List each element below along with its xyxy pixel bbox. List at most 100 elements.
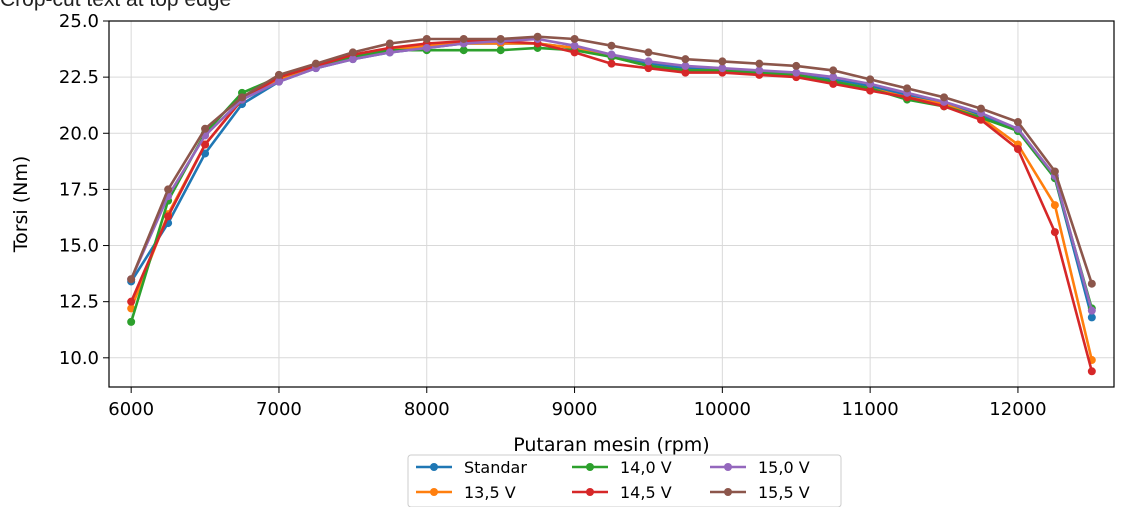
- data-point: [644, 57, 653, 66]
- data-point: [607, 59, 616, 68]
- data-point: [829, 66, 838, 75]
- data-point: [533, 32, 542, 41]
- data-point: [1087, 306, 1096, 315]
- y-tick-label: 22.5: [59, 67, 99, 88]
- data-point: [127, 275, 136, 284]
- y-tick-label: 10.0: [59, 348, 99, 369]
- plot-frame: [108, 20, 1115, 388]
- data-point: [311, 59, 320, 68]
- data-point: [201, 140, 210, 149]
- legend-item: 13,5 V: [416, 483, 516, 502]
- data-point: [718, 57, 727, 66]
- data-point: [570, 41, 579, 50]
- data-point: [1013, 118, 1022, 127]
- data-point: [866, 75, 875, 84]
- data-point: [1050, 201, 1059, 210]
- data-point: [570, 48, 579, 57]
- x-tick-label: 10000: [694, 399, 751, 420]
- data-point: [459, 34, 468, 43]
- cropped-caption-text: Crop-cut text at top edge: [0, 0, 231, 12]
- legend-marker: [724, 488, 732, 496]
- data-point: [1087, 367, 1096, 376]
- y-tick-label: 20.0: [59, 123, 99, 144]
- data-point: [570, 34, 579, 43]
- data-point: [829, 73, 838, 82]
- data-point: [422, 34, 431, 43]
- legend-label: 14,5 V: [620, 483, 672, 502]
- data-point: [940, 93, 949, 102]
- data-point: [792, 61, 801, 70]
- x-tick-label: 9000: [552, 399, 598, 420]
- grid-lines: [109, 20, 1114, 387]
- data-point: [755, 59, 764, 68]
- series-3: [127, 37, 1096, 376]
- data-point: [1087, 313, 1096, 322]
- x-axis-label: Putaran mesin (rpm): [513, 434, 709, 456]
- legend-item: 14,5 V: [572, 483, 672, 502]
- data-point: [755, 66, 764, 75]
- legend-label: 13,5 V: [464, 483, 516, 502]
- data-point: [1087, 279, 1096, 288]
- data-point: [718, 64, 727, 73]
- data-point: [274, 70, 283, 79]
- legend: Standar 13,5 V 14,0 V 14,5 V 15,0 V 15,5 V: [407, 454, 842, 507]
- y-tick-label: 25.0: [59, 11, 99, 32]
- data-point: [201, 124, 210, 133]
- data-point: [681, 55, 690, 64]
- data-point: [238, 93, 247, 102]
- series-5: [127, 32, 1096, 288]
- data-point: [792, 68, 801, 77]
- data-point: [681, 61, 690, 70]
- legend-marker: [430, 463, 438, 471]
- legend-label: 15,0 V: [758, 458, 810, 477]
- series-layer: [127, 32, 1096, 376]
- x-tick-label: 7000: [256, 399, 302, 420]
- data-point: [607, 41, 616, 50]
- data-point: [644, 48, 653, 57]
- data-point: [496, 46, 505, 55]
- legend-marker: [724, 463, 732, 471]
- series-1: [127, 39, 1096, 365]
- y-tick-label: 17.5: [59, 179, 99, 200]
- legend-label: Standar: [464, 458, 527, 477]
- legend-marker: [430, 488, 438, 496]
- legend-item: 15,0 V: [710, 458, 810, 477]
- legend-item: 14,0 V: [572, 458, 672, 477]
- legend-label: 15,5 V: [758, 483, 810, 502]
- legend-marker: [586, 463, 594, 471]
- series-line: [129, 46, 1094, 323]
- data-point: [164, 185, 173, 194]
- y-axis-label: Torsi (Nm): [10, 156, 32, 254]
- x-tick-label: 12000: [989, 399, 1046, 420]
- legend-item: Standar: [416, 458, 527, 477]
- data-point: [829, 79, 838, 88]
- legend-marker: [586, 488, 594, 496]
- y-tick-label: 12.5: [59, 292, 99, 313]
- data-point: [201, 149, 210, 158]
- data-point: [348, 55, 357, 64]
- data-point: [976, 115, 985, 124]
- data-point: [1050, 167, 1059, 176]
- data-point: [1050, 228, 1059, 237]
- series-line: [129, 42, 1094, 361]
- data-point: [385, 39, 394, 48]
- series-line: [130, 39, 1094, 372]
- data-point: [385, 48, 394, 57]
- data-point: [348, 48, 357, 57]
- x-tick-label: 8000: [404, 399, 450, 420]
- data-point: [496, 34, 505, 43]
- x-tick-label: 11000: [842, 399, 899, 420]
- data-point: [607, 50, 616, 59]
- data-point: [644, 64, 653, 73]
- data-point: [903, 84, 912, 93]
- data-point: [127, 317, 136, 326]
- axis-ticks: 6000 7000 8000 9000 10000 11000 12000 10.0 12.5 1…: [59, 11, 1047, 420]
- data-point: [459, 46, 468, 55]
- legend-item: 15,5 V: [710, 483, 810, 502]
- legend-label: 14,0 V: [620, 458, 672, 477]
- data-point: [1013, 144, 1022, 153]
- y-tick-label: 15.0: [59, 236, 99, 257]
- data-point: [422, 43, 431, 52]
- data-point: [127, 297, 136, 306]
